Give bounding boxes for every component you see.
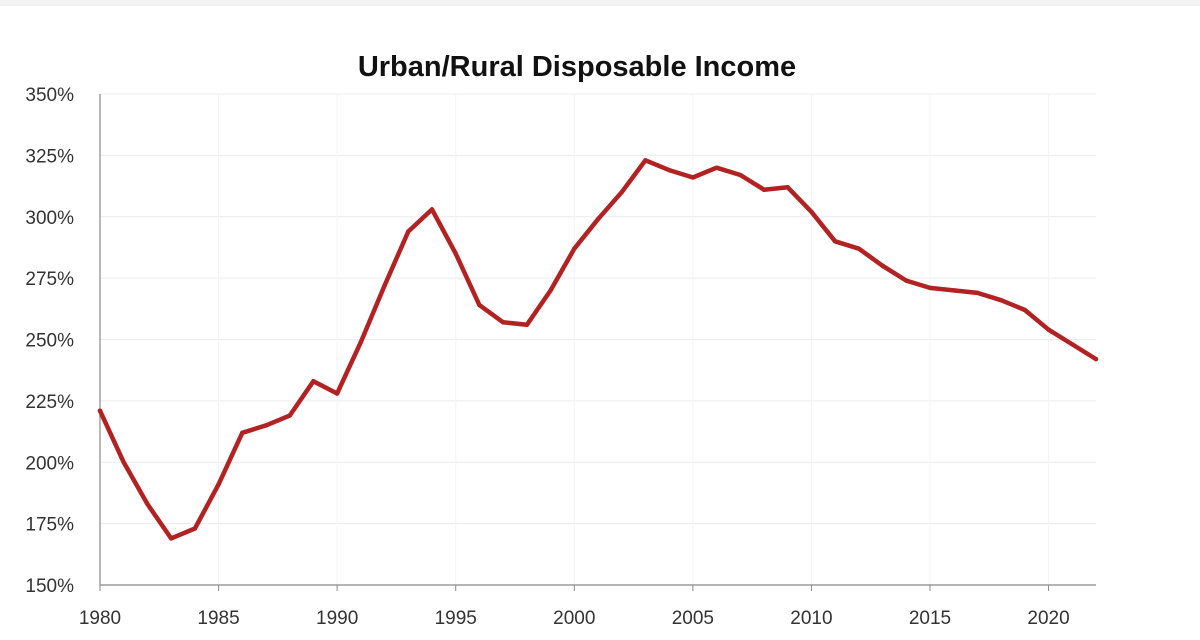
- data-point: [951, 288, 956, 293]
- data-point: [358, 339, 364, 345]
- data-point: [975, 290, 980, 296]
- data-point: [666, 167, 672, 173]
- y-axis-ticks: 150% 175% 200% 225% 250% 275% 300% 325% 350%: [25, 85, 74, 597]
- data-point: [216, 482, 221, 487]
- data-point: [714, 165, 719, 170]
- data-point: [761, 187, 767, 192]
- data-point: [619, 190, 624, 195]
- x-tick-label: 1980: [79, 608, 121, 629]
- data-point: [524, 322, 530, 327]
- data-point: [927, 285, 933, 291]
- data-point: [453, 251, 458, 256]
- data-point: [287, 413, 292, 418]
- y-tick-label: 250%: [25, 331, 74, 352]
- data-point: [192, 526, 198, 531]
- data-point: [429, 207, 435, 212]
- data-point: [1046, 327, 1051, 332]
- data-point: [832, 239, 838, 244]
- y-tick-label: 175%: [25, 515, 74, 536]
- y-tick-label: 350%: [25, 85, 74, 106]
- data-point: [904, 278, 909, 283]
- data-point: [548, 288, 553, 293]
- data-point: [406, 229, 411, 234]
- data-point: [500, 320, 506, 325]
- data-point: [97, 408, 103, 413]
- data-point: [1022, 307, 1028, 313]
- x-tick-label: 2005: [672, 608, 714, 629]
- data-point: [382, 283, 387, 288]
- data-point: [168, 536, 174, 541]
- data-point: [880, 263, 885, 269]
- data-point: [145, 501, 150, 507]
- x-tick-label: 2010: [790, 608, 832, 629]
- data-point: [240, 430, 245, 435]
- data-point: [311, 379, 316, 384]
- data-point: [572, 246, 577, 251]
- x-tick-label: 2000: [553, 608, 595, 629]
- top-band: [0, 0, 1200, 6]
- data-point: [477, 302, 482, 308]
- chart-title: Urban/Rural Disposable Income: [358, 51, 796, 83]
- data-point: [738, 172, 743, 178]
- x-tick-label: 2015: [909, 608, 951, 629]
- data-point: [856, 246, 862, 251]
- y-tick-label: 275%: [25, 269, 74, 290]
- data-point: [1070, 342, 1075, 347]
- x-tick-label: 1985: [197, 608, 239, 629]
- y-tick-label: 200%: [25, 453, 74, 474]
- y-tick-label: 150%: [25, 576, 74, 597]
- data-point: [334, 391, 340, 396]
- data-point: [1093, 356, 1099, 362]
- series-group: [97, 158, 1099, 541]
- data-point: [785, 185, 790, 190]
- x-tick-label: 2020: [1027, 608, 1069, 629]
- data-point: [643, 158, 648, 163]
- data-point: [121, 460, 126, 465]
- data-point: [595, 217, 601, 222]
- data-point: [809, 209, 814, 215]
- x-axis-ticks: 1980 1985 1990 1995 2000 2005 2010 2015 2020: [79, 585, 1070, 629]
- x-tick-label: 1990: [316, 608, 358, 629]
- y-tick-label: 325%: [25, 146, 74, 167]
- gridlines: [100, 93, 1096, 585]
- y-tick-label: 225%: [25, 392, 74, 413]
- x-tick-label: 1995: [435, 608, 477, 629]
- data-point: [690, 175, 696, 180]
- y-tick-label: 300%: [25, 208, 74, 229]
- data-point: [998, 298, 1004, 303]
- data-point: [263, 423, 269, 428]
